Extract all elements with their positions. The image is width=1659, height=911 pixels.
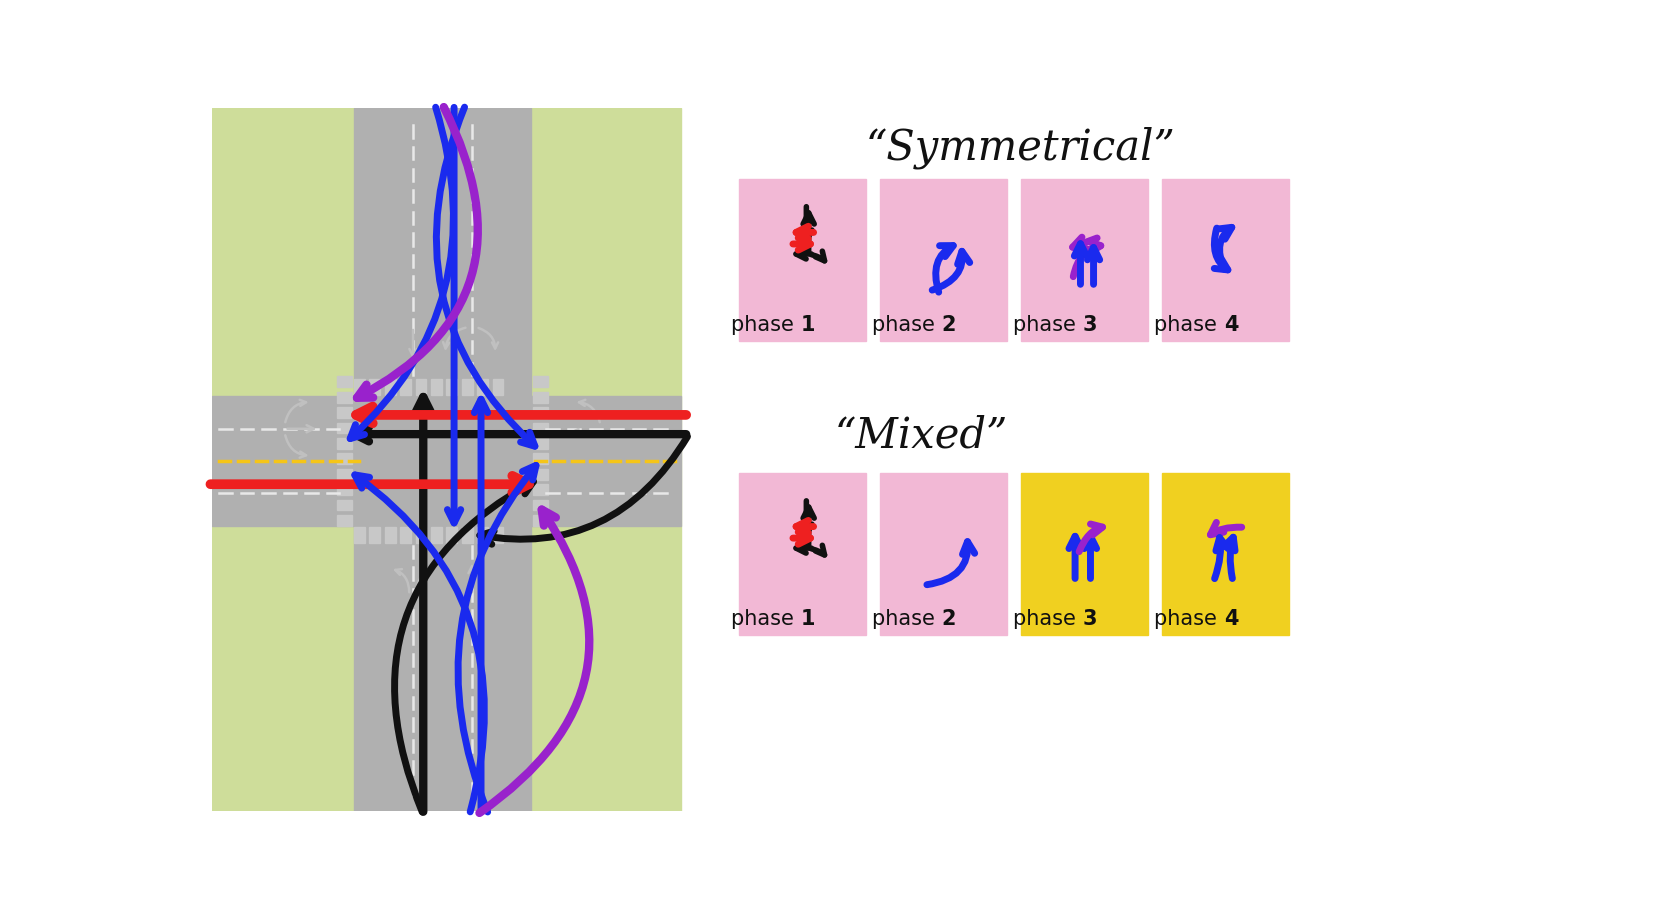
Bar — [337, 438, 352, 449]
Bar — [879, 180, 1007, 342]
Bar — [879, 474, 1007, 636]
Bar — [337, 423, 352, 434]
Text: 2: 2 — [942, 314, 956, 334]
Bar — [415, 380, 426, 395]
Bar — [337, 500, 352, 511]
Text: phase: phase — [873, 314, 942, 334]
Text: 2: 2 — [942, 609, 956, 629]
Bar — [1161, 474, 1289, 636]
Bar — [370, 527, 380, 543]
Bar — [533, 377, 547, 388]
Bar — [738, 180, 866, 342]
Bar — [353, 380, 365, 395]
Text: “Mixed”: “Mixed” — [834, 415, 1009, 456]
Bar — [400, 380, 411, 395]
Text: “Symmetrical”: “Symmetrical” — [866, 127, 1176, 169]
Bar — [533, 393, 547, 404]
Bar — [337, 377, 352, 388]
Bar — [431, 380, 441, 395]
Bar — [431, 527, 441, 543]
Text: 1: 1 — [801, 314, 816, 334]
Text: 3: 3 — [1083, 314, 1097, 334]
Bar — [1020, 474, 1148, 636]
Text: 4: 4 — [1224, 314, 1238, 334]
Text: 1: 1 — [801, 609, 816, 629]
Bar — [533, 408, 547, 418]
Bar — [337, 454, 352, 465]
Bar — [212, 397, 682, 527]
Bar — [533, 485, 547, 496]
Bar — [337, 469, 352, 480]
Text: phase: phase — [1014, 314, 1083, 334]
Text: phase: phase — [732, 314, 801, 334]
Text: phase: phase — [1155, 314, 1224, 334]
Bar — [370, 380, 380, 395]
Bar — [337, 485, 352, 496]
Bar — [461, 527, 473, 543]
Text: phase: phase — [1155, 609, 1224, 629]
Text: phase: phase — [1014, 609, 1083, 629]
Text: 4: 4 — [1224, 609, 1238, 629]
Bar — [400, 527, 411, 543]
Text: phase: phase — [873, 609, 942, 629]
Bar — [446, 527, 458, 543]
Bar — [493, 380, 503, 395]
Text: phase: phase — [732, 609, 801, 629]
Bar — [353, 527, 365, 543]
Bar — [478, 527, 488, 543]
Bar — [461, 380, 473, 395]
Bar — [533, 516, 547, 527]
Bar — [385, 380, 395, 395]
Bar — [337, 408, 352, 418]
Bar — [478, 380, 488, 395]
Bar — [337, 393, 352, 404]
Bar — [446, 380, 458, 395]
Bar — [738, 474, 866, 636]
Bar — [533, 500, 547, 511]
Bar — [1020, 180, 1148, 342]
Bar — [493, 527, 503, 543]
Bar — [212, 109, 682, 811]
Text: 3: 3 — [1083, 609, 1097, 629]
Bar — [533, 423, 547, 434]
Bar — [533, 469, 547, 480]
Bar — [1161, 180, 1289, 342]
Bar — [385, 527, 395, 543]
Bar — [533, 454, 547, 465]
Bar — [353, 397, 531, 527]
Bar — [533, 438, 547, 449]
Bar — [337, 516, 352, 527]
Bar — [353, 109, 531, 811]
Bar — [415, 527, 426, 543]
